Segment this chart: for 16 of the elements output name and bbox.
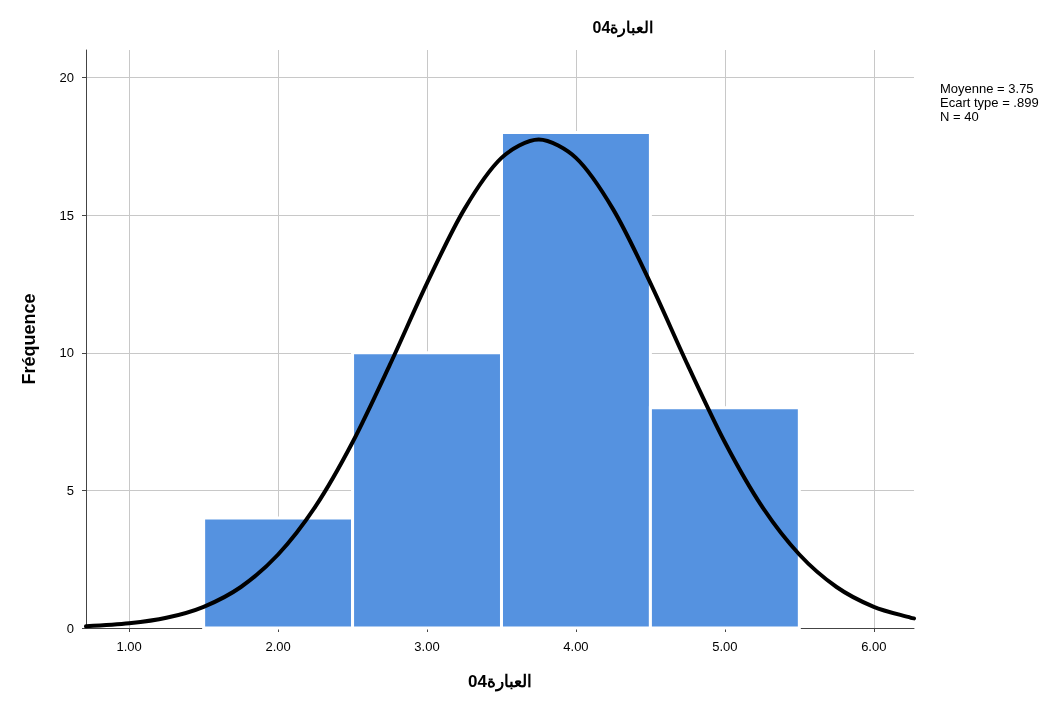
x-tick-label: 4.00	[563, 639, 589, 654]
x-tick-label: 2.00	[265, 639, 291, 654]
text: N = 40	[940, 108, 979, 124]
x-tick-label: 6.00	[861, 639, 887, 654]
x-axis-title: العبارة04	[468, 672, 532, 692]
text: Moyenne = 3.75	[940, 80, 1034, 96]
x-tick-label: 3.00	[414, 639, 440, 654]
y-axis-title: Fréquence	[19, 293, 39, 385]
y-tick-label: 0	[66, 620, 74, 636]
y-tick-label: 20	[59, 70, 74, 86]
y-tick-label: 15	[59, 207, 74, 223]
chart-title: العبارة04	[592, 18, 654, 38]
y-tick-label: 5	[66, 482, 74, 498]
x-tick-label: 5.00	[712, 639, 738, 654]
x-tick-label: 1.00	[116, 639, 142, 654]
y-tick-label: 10	[59, 345, 74, 361]
